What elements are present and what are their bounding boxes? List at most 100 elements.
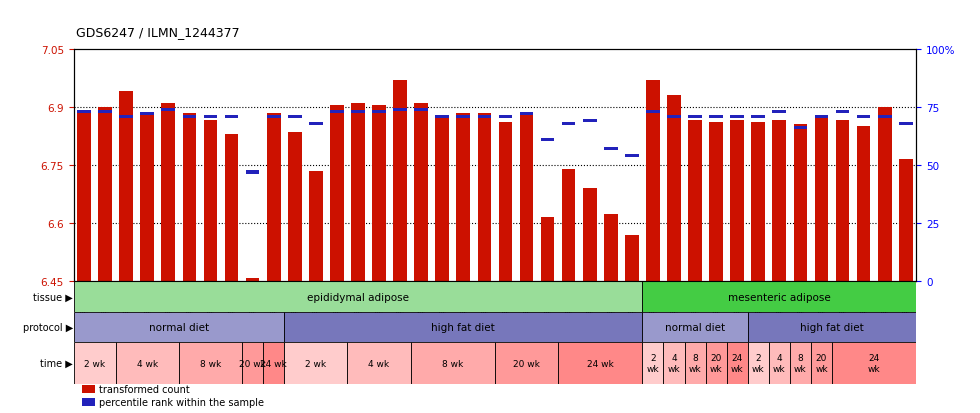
Bar (706, 342, 727, 384)
Text: 8 wk: 8 wk (442, 359, 464, 368)
Bar (643, 342, 663, 384)
Bar (752, 123, 765, 282)
Bar (811, 342, 832, 384)
Bar (646, 81, 660, 282)
Bar (309, 171, 322, 282)
Bar (162, 104, 175, 282)
Bar (77, 111, 91, 114)
Bar (182, 114, 196, 282)
Bar (74, 312, 284, 342)
Text: 24
wk: 24 wk (868, 354, 880, 373)
Bar (348, 342, 411, 384)
Bar (411, 342, 495, 384)
Bar (646, 111, 660, 114)
Text: 20 wk: 20 wk (239, 359, 266, 368)
Bar (769, 342, 790, 384)
Bar (519, 113, 533, 116)
Bar (120, 92, 133, 282)
Bar (477, 115, 491, 119)
Text: transformed count: transformed count (99, 384, 189, 394)
Bar (499, 115, 513, 119)
Text: 2
wk: 2 wk (752, 354, 764, 373)
Bar (393, 108, 407, 112)
Bar (814, 119, 828, 282)
Bar (748, 342, 769, 384)
Text: 2
wk: 2 wk (647, 354, 660, 373)
Bar (562, 169, 575, 282)
Bar (457, 115, 470, 119)
Bar (372, 106, 386, 282)
Bar (727, 342, 748, 384)
Bar (98, 108, 112, 282)
Bar (748, 312, 916, 342)
Bar (559, 342, 643, 384)
Bar (351, 111, 365, 114)
Bar (604, 214, 617, 282)
Text: time ▶: time ▶ (40, 358, 74, 368)
Bar (182, 115, 196, 119)
Text: high fat diet: high fat diet (431, 322, 495, 332)
Bar (204, 115, 218, 119)
Text: 4
wk: 4 wk (667, 354, 680, 373)
Text: 24
wk: 24 wk (731, 354, 744, 373)
Bar (583, 189, 597, 282)
Bar (415, 108, 428, 112)
Bar (309, 122, 322, 126)
Bar (178, 342, 242, 384)
Bar (330, 111, 344, 114)
Bar (267, 114, 280, 282)
Bar (794, 127, 808, 130)
Bar (519, 114, 533, 282)
Bar (140, 113, 154, 116)
Text: 2 wk: 2 wk (305, 359, 326, 368)
Bar (730, 121, 744, 282)
Bar (98, 111, 112, 114)
Bar (625, 155, 639, 158)
Bar (116, 342, 178, 384)
Bar (77, 112, 91, 282)
Bar (688, 121, 702, 282)
Bar (477, 114, 491, 282)
Bar (688, 115, 702, 119)
Bar (372, 111, 386, 114)
Bar (625, 235, 639, 282)
Bar (541, 218, 555, 282)
Bar (288, 133, 302, 282)
Bar (415, 104, 428, 282)
Text: 24 wk: 24 wk (587, 359, 613, 368)
Bar (772, 121, 786, 282)
Text: protocol ▶: protocol ▶ (23, 322, 74, 332)
Bar (82, 398, 94, 406)
Text: 8 wk: 8 wk (200, 359, 221, 368)
Bar (562, 122, 575, 126)
Bar (878, 115, 892, 119)
Bar (242, 342, 263, 384)
Text: 8
wk: 8 wk (794, 354, 807, 373)
Bar (541, 138, 555, 142)
Bar (857, 127, 870, 282)
Text: 20
wk: 20 wk (815, 354, 828, 373)
Bar (330, 106, 344, 282)
Bar (878, 108, 892, 282)
Bar (457, 114, 470, 282)
Bar (685, 342, 706, 384)
Bar (284, 342, 348, 384)
Bar (435, 117, 449, 282)
Bar (794, 125, 808, 282)
Text: 20 wk: 20 wk (514, 359, 540, 368)
Text: tissue ▶: tissue ▶ (33, 292, 74, 302)
Bar (351, 104, 365, 282)
Text: epididymal adipose: epididymal adipose (307, 292, 409, 302)
Bar (74, 282, 643, 312)
Bar (667, 96, 681, 282)
Text: high fat diet: high fat diet (800, 322, 864, 332)
Bar (814, 115, 828, 119)
Bar (899, 122, 912, 126)
Text: percentile rank within the sample: percentile rank within the sample (99, 397, 264, 407)
Bar (499, 123, 513, 282)
Bar (120, 115, 133, 119)
Bar (667, 115, 681, 119)
Bar (752, 115, 765, 119)
Bar (772, 111, 786, 114)
Bar (246, 171, 260, 174)
